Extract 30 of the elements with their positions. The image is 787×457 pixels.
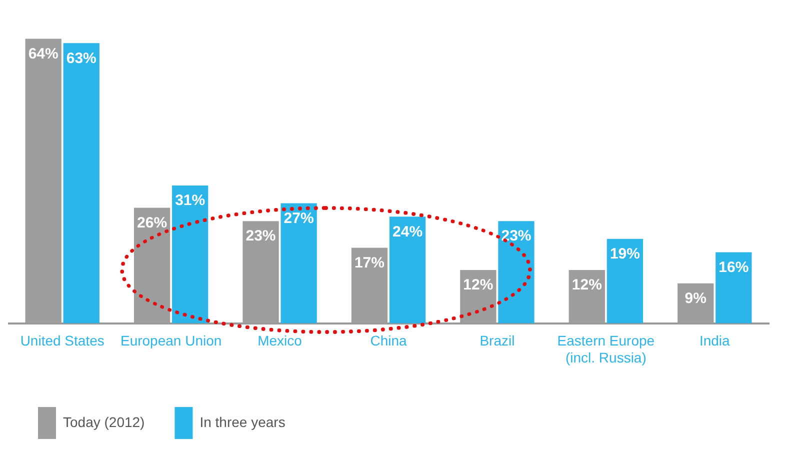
x-tick-label: India: [699, 332, 730, 349]
data-label: 63%: [66, 50, 96, 67]
data-label: 17%: [354, 254, 384, 272]
data-label: 16%: [718, 258, 749, 276]
data-label: 12%: [463, 276, 494, 294]
bar: [389, 216, 426, 324]
data-label: 19%: [610, 246, 640, 263]
bar: [280, 203, 317, 324]
data-label: 64%: [28, 45, 58, 62]
x-tick-label: Mexico: [258, 332, 302, 349]
bar: [606, 238, 644, 324]
x-tick-label: Brazil: [480, 332, 515, 349]
data-label: 24%: [392, 223, 423, 240]
legend-label: In three years: [200, 414, 286, 430]
x-tick-label: United States: [20, 332, 104, 349]
x-tick-label: China: [370, 332, 407, 349]
bar: [498, 221, 534, 324]
data-label: 23%: [246, 228, 276, 245]
data-label: 26%: [137, 214, 168, 232]
data-label: 23%: [501, 228, 532, 245]
legend-label: Today (2012): [63, 414, 145, 430]
x-tick-label: European Union: [120, 332, 222, 349]
bar: [63, 43, 100, 324]
data-label: 31%: [175, 192, 206, 210]
bar: [172, 185, 208, 324]
x-tick-label: Eastern Europe (incl. Russia): [557, 332, 655, 366]
data-label: 12%: [572, 276, 602, 294]
data-label: 27%: [284, 210, 314, 227]
data-label: 9%: [684, 290, 706, 308]
bar: [716, 252, 752, 324]
